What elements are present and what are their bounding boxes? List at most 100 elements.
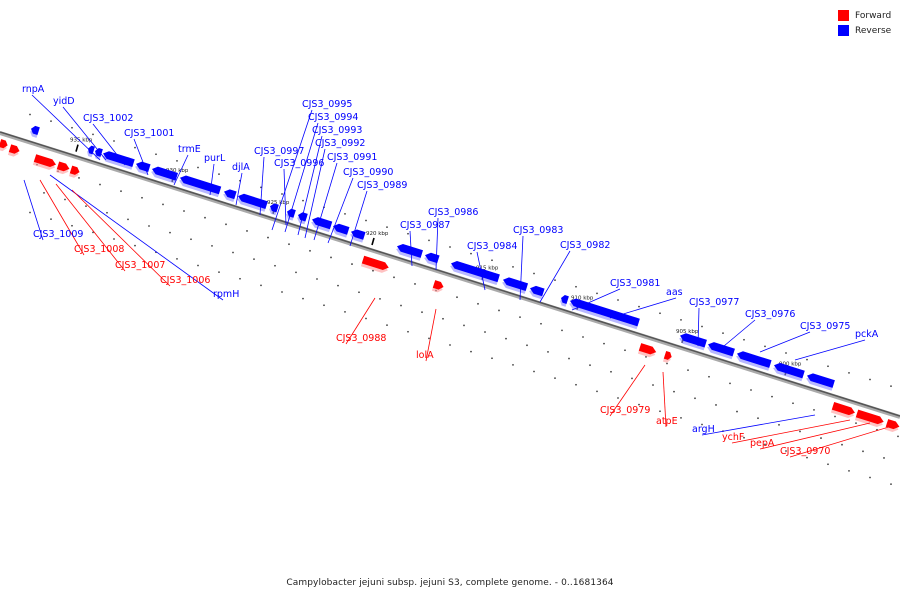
track-dot [43, 191, 45, 194]
scale-tick-label: 920 kbp [366, 231, 389, 237]
leader-line [789, 425, 893, 458]
gene-arrow [502, 277, 529, 294]
gene-label: CJS3_0991 [327, 152, 377, 163]
gene-label: CJS3_0976 [745, 309, 795, 320]
gene-arrow [736, 351, 772, 371]
track-dot [302, 199, 304, 202]
track-dot [757, 417, 759, 420]
track-dot [785, 450, 787, 452]
track-dot [533, 370, 535, 373]
track-dot [659, 410, 661, 413]
track-dot [288, 243, 290, 246]
gene-arrow-body [152, 166, 178, 181]
track-dot [589, 364, 591, 367]
track-dot [134, 244, 136, 247]
gene-arrow-body [270, 203, 279, 213]
track-dot [386, 226, 388, 229]
leader-line [71, 189, 171, 287]
gene-label: purL [204, 153, 226, 164]
track-dot [617, 397, 619, 399]
track-dot [694, 397, 696, 400]
gene-arrow [560, 295, 569, 307]
gene-arrow [68, 165, 80, 178]
gene-label: CJS3_0989 [357, 180, 407, 191]
track-dot [456, 296, 458, 299]
track-dot [883, 457, 885, 459]
track-dot [792, 402, 794, 405]
scale-tick-label: 900 kbp [779, 361, 802, 367]
track-dot [890, 483, 892, 486]
gene-arrow [529, 285, 545, 300]
gene-arrow-body [103, 151, 135, 167]
track-dot [281, 291, 283, 293]
track-dot [890, 385, 892, 388]
track-dot [85, 205, 87, 208]
leader-line [283, 168, 287, 226]
track-dot [701, 325, 703, 328]
track-dot [29, 211, 31, 214]
gene-arrow [773, 362, 805, 382]
track-dot [715, 404, 717, 406]
legend-label-forward: Forward [855, 10, 892, 21]
gene-arrow [569, 298, 640, 330]
gene-label: CJS3_0996 [274, 158, 324, 169]
leader-line [519, 235, 524, 301]
track-dot [64, 198, 66, 201]
track-dot [365, 317, 367, 320]
track-dot [428, 239, 430, 242]
gene-arrow-body [638, 343, 657, 355]
leader-line [313, 162, 338, 241]
track-dot [400, 304, 402, 307]
gene-arrow-body [663, 351, 672, 360]
track-dot [127, 218, 129, 221]
track-dot [267, 236, 269, 239]
track-dot [540, 322, 542, 325]
gene-arrow [431, 280, 444, 293]
leader-line [425, 308, 437, 362]
leader-line [409, 230, 413, 267]
track-dot [722, 332, 724, 335]
gene-arrow-body [708, 342, 735, 357]
track-dots [29, 113, 899, 486]
leader-line [31, 94, 101, 161]
gene-arrow-body [95, 148, 103, 157]
gene-label: CJS3_1006 [160, 275, 210, 286]
gene-arrow [135, 161, 151, 175]
gene-label: CJS3_0993 [312, 125, 362, 136]
track-dot [638, 305, 640, 308]
track-dot [799, 430, 801, 433]
track-dot [281, 193, 283, 195]
track-dot [190, 238, 192, 241]
track-dot [162, 203, 164, 206]
track-dot [99, 183, 101, 186]
track-dot [379, 298, 381, 300]
leader-line [235, 172, 243, 206]
leader-line [609, 297, 677, 319]
track-dot [834, 415, 836, 418]
track-dot [183, 210, 185, 212]
track-dot [827, 365, 829, 368]
legend-item-reverse: Reverse [838, 23, 891, 38]
track-dot [197, 166, 199, 169]
backbone-shadow [0, 131, 900, 419]
gene-arrow-body [425, 252, 440, 264]
gene-arrow-body [831, 402, 855, 416]
gene-label: aas [666, 287, 683, 298]
track-dot [806, 456, 808, 459]
track-dot [120, 190, 122, 193]
track-dot [407, 232, 409, 235]
track-dot [554, 279, 556, 282]
scale-tick-label: 910 kbp [571, 296, 594, 302]
gene-arrow-body [287, 208, 296, 218]
gene-label: CJS3_1007 [115, 260, 165, 271]
gene-arrow-body [361, 255, 389, 270]
gene-arrow-body [451, 261, 500, 283]
leader-line [723, 319, 756, 347]
track-dot [470, 350, 472, 353]
track-dot [547, 351, 549, 353]
gene-label: CJS3_0979 [600, 405, 650, 416]
track-dot [351, 263, 353, 265]
gene-arrow [32, 154, 56, 170]
track-dot [596, 390, 598, 393]
gene-label: CJS3_0986 [428, 207, 478, 218]
